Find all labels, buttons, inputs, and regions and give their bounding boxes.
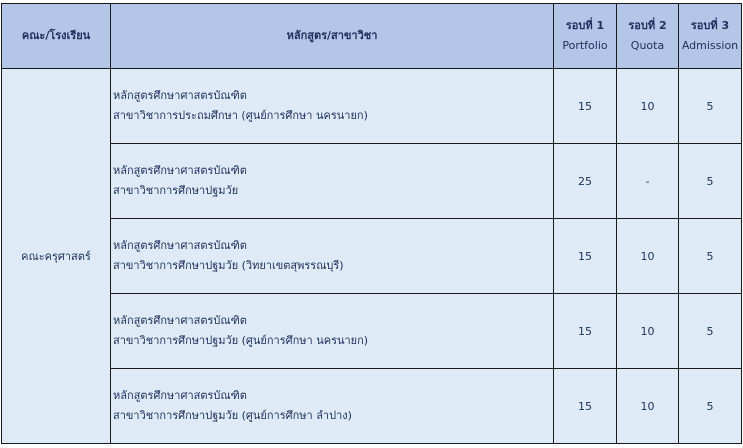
round1-seats: 15 [553,293,617,369]
round1-seats: 25 [553,143,617,219]
program-major: สาขาวิชาการประถมศึกษา (ศูนย์การศึกษา นคร… [113,109,368,122]
round3-title: รอบที่ 3 [690,19,730,32]
faculty-cell: คณะครุศาสตร์ [1,68,111,444]
round3-seats: 5 [678,143,742,219]
header-round3: รอบที่ 3 Admission [678,3,742,69]
round3-seats: 5 [678,293,742,369]
round1-title: รอบที่ 1 [565,19,605,32]
table-row: หลักสูตรศึกษาศาสตรบัณฑิตสาขาวิชาการศึกษา… [2,368,742,444]
round2-seats: 10 [616,68,679,144]
program-major: สาขาวิชาการศึกษาปฐมวัย (ศูนย์การศึกษา นค… [113,334,369,347]
round1-seats: 15 [553,218,617,294]
header-row: คณะ/โรงเรียน หลักสูตร/สาขาวิชา รอบที่ 1 P… [1,3,742,69]
round3-seats: 5 [678,218,742,294]
table-row: หลักสูตรศึกษาศาสตรบัณฑิตสาขาวิชาการศึกษา… [2,143,742,219]
round2-seats: 10 [616,368,679,444]
round1-sub: Portfolio [562,39,608,52]
round2-sub: Quota [630,39,665,52]
round3-sub: Admission [681,39,739,52]
program-major: สาขาวิชาการศึกษาปฐมวัย (ศูนย์การศึกษา ลำ… [113,409,352,422]
admission-quota-table: คณะ/โรงเรียน หลักสูตร/สาขาวิชา รอบที่ 1 P… [1,3,742,444]
header-program: หลักสูตร/สาขาวิชา [110,3,554,69]
program-cell: หลักสูตรศึกษาศาสตรบัณฑิตสาขาวิชาการศึกษา… [110,293,554,369]
round3-seats: 5 [678,368,742,444]
program-cell: หลักสูตรศึกษาศาสตรบัณฑิตสาขาวิชาการศึกษา… [110,368,554,444]
program-cell: หลักสูตรศึกษาศาสตรบัณฑิตสาขาวิชาการประถม… [110,68,554,144]
round3-seats: 5 [678,68,742,144]
program-degree: หลักสูตรศึกษาศาสตรบัณฑิต [113,314,247,327]
round1-seats: 15 [553,68,617,144]
program-cell: หลักสูตรศึกษาศาสตรบัณฑิตสาขาวิชาการศึกษา… [110,218,554,294]
round2-seats: 10 [616,293,679,369]
table-row: หลักสูตรศึกษาศาสตรบัณฑิตสาขาวิชาการศึกษา… [2,218,742,294]
program-cell: หลักสูตรศึกษาศาสตรบัณฑิตสาขาวิชาการศึกษา… [110,143,554,219]
program-major: สาขาวิชาการศึกษาปฐมวัย (วิทยาเขตสุพรรณบุ… [113,259,344,272]
round1-seats: 15 [553,368,617,444]
program-degree: หลักสูตรศึกษาศาสตรบัณฑิต [113,389,247,402]
program-degree: หลักสูตรศึกษาศาสตรบัณฑิต [113,89,247,102]
table-row: หลักสูตรศึกษาศาสตรบัณฑิตสาขาวิชาการศึกษา… [2,293,742,369]
round2-seats: 10 [616,218,679,294]
round2-title: รอบที่ 2 [628,19,667,32]
program-degree: หลักสูตรศึกษาศาสตรบัณฑิต [113,239,247,252]
program-major: สาขาวิชาการศึกษาปฐมวัย [113,184,239,197]
header-faculty: คณะ/โรงเรียน [1,3,111,69]
header-round2: รอบที่ 2 Quota [616,3,679,69]
table-row: คณะครุศาสตร์ หลักสูตรศึกษาศาสตรบัณฑิตสาขา… [1,68,742,444]
header-round1: รอบที่ 1 Portfolio [553,3,617,69]
round2-seats: - [616,143,679,219]
program-degree: หลักสูตรศึกษาศาสตรบัณฑิต [113,164,247,177]
